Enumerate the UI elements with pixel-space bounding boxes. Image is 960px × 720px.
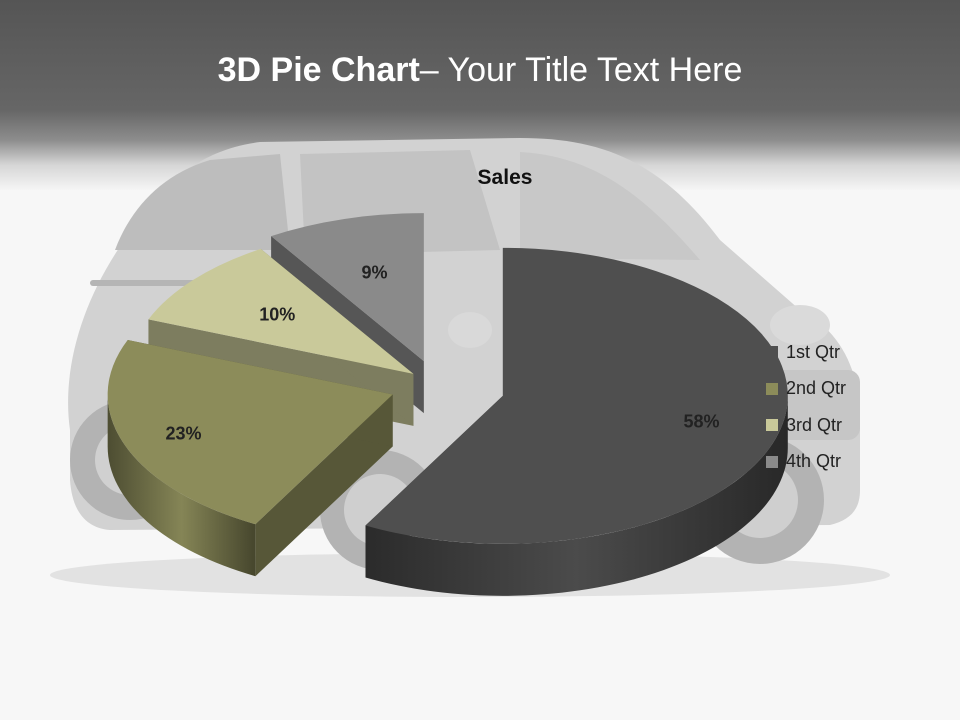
data-label-4: 9% xyxy=(361,262,388,283)
legend-label: 3rd Qtr xyxy=(786,414,843,435)
slide-title: 3D Pie Chart– Your Title Text Here xyxy=(0,46,960,94)
slice-3-top xyxy=(148,248,414,374)
legend-item-3: 3rd Qtr xyxy=(766,407,846,444)
legend-item-1: 1st Qtr xyxy=(766,334,846,371)
legend-label: 1st Qtr xyxy=(786,341,841,362)
title-rest: – Your Title Text Here xyxy=(419,51,743,89)
slice-4-top xyxy=(271,213,424,362)
data-label-2: 23% xyxy=(165,423,202,444)
legend-item-2: 2nd Qtr xyxy=(766,371,846,408)
legend-item-4: 4th Qtr xyxy=(766,444,846,481)
slice-1-rim xyxy=(365,395,788,596)
legend-swatch xyxy=(766,419,778,432)
legend-swatch xyxy=(766,382,778,395)
legend-swatch xyxy=(766,455,778,468)
slice-2-top xyxy=(107,340,393,525)
title-bold: 3D Pie Chart xyxy=(217,51,420,89)
legend-label: 4th Qtr xyxy=(786,451,842,472)
legend-swatch xyxy=(766,346,778,359)
legend-label: 2nd Qtr xyxy=(786,378,847,399)
slice-2-wall-1 xyxy=(255,394,393,577)
legend: 1st Qtr 2nd Qtr 3rd Qtr 4th Qtr xyxy=(766,334,846,480)
data-label-1: 58% xyxy=(683,411,720,432)
slice-1-top xyxy=(365,247,788,544)
pie-slice-1 xyxy=(365,247,788,596)
data-label-3: 10% xyxy=(259,304,296,325)
slice-2-rim xyxy=(107,394,256,577)
chart-title: Sales xyxy=(477,166,533,189)
pie-slice-2 xyxy=(107,340,393,577)
